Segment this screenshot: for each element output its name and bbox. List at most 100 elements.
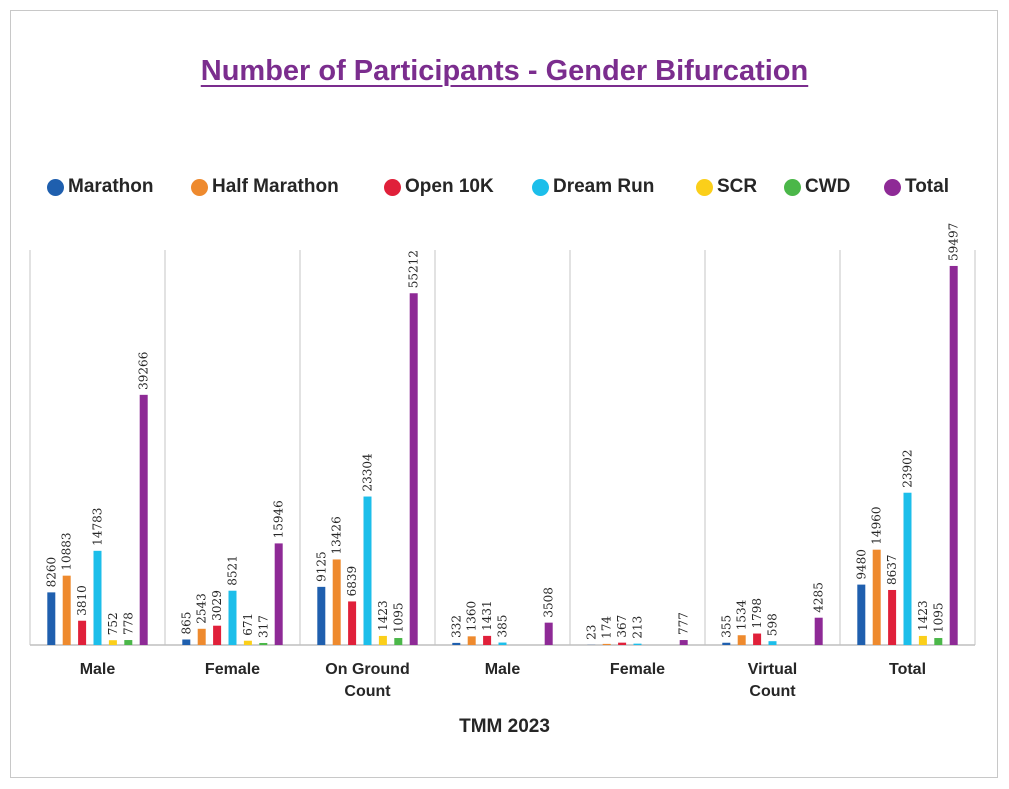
data-label: 59497 [947, 223, 961, 261]
chart-frame [10, 10, 998, 778]
x-tick-label: Male [80, 661, 116, 678]
data-label: 23 [584, 625, 598, 640]
bar [814, 617, 823, 645]
bar [108, 640, 117, 645]
data-label: 9480 [854, 549, 868, 580]
legend-swatch [784, 178, 801, 196]
data-label: 14783 [91, 508, 105, 546]
data-label: 6839 [345, 566, 359, 597]
legend-item-open-10k: Open 10K [384, 176, 494, 198]
bar [259, 642, 268, 645]
data-label: 23902 [901, 450, 915, 488]
x-tick-label: Male [485, 661, 521, 678]
x-tick-label: On Ground [325, 661, 409, 678]
legend-label: Half Marathon [212, 176, 339, 197]
data-label: 8521 [226, 555, 240, 586]
bar [124, 640, 133, 645]
data-label: 1798 [750, 598, 764, 629]
data-label: 367 [615, 615, 629, 638]
data-label: 1095 [931, 602, 945, 633]
bar [722, 642, 731, 645]
bar [197, 628, 206, 645]
data-label: 671 [241, 613, 255, 636]
data-label: 23304 [361, 453, 375, 492]
bar [918, 635, 927, 645]
bar [602, 643, 611, 645]
data-label: 14960 [870, 507, 884, 545]
bar [62, 575, 71, 645]
legend-item-marathon: Marathon [47, 176, 154, 198]
legend-swatch [696, 178, 713, 196]
bar [93, 550, 102, 645]
bar [363, 496, 372, 645]
data-label: 385 [496, 615, 510, 638]
bar [409, 293, 418, 645]
x-tick-label: Count [344, 683, 391, 700]
chart-title: Number of Participants - Gender Bifurcat… [200, 55, 809, 87]
data-label: 598 [766, 613, 780, 636]
data-label: 865 [179, 612, 193, 635]
bar [332, 559, 341, 645]
x-tick-label: Female [610, 661, 665, 678]
legend-swatch [884, 178, 901, 196]
data-label: 9125 [314, 551, 328, 582]
data-label: 3029 [210, 590, 224, 621]
legend-item-scr: SCR [696, 176, 757, 198]
legend-item-cwd: CWD [784, 176, 850, 198]
legend-item-dream-run: Dream Run [532, 176, 654, 198]
data-label: 778 [121, 612, 135, 635]
bar [633, 643, 642, 645]
data-label: 1534 [735, 599, 749, 630]
bar [243, 640, 252, 645]
bar [753, 633, 762, 645]
data-label: 317 [256, 615, 270, 638]
bar [452, 642, 461, 645]
legend-item-half-marathon: Half Marathon [191, 176, 339, 198]
data-label: 10883 [60, 532, 74, 570]
data-label: 8260 [44, 557, 58, 588]
data-label: 332 [449, 615, 463, 638]
legend-item-total: Total [884, 176, 949, 198]
data-label: 174 [600, 616, 614, 639]
bar [949, 265, 958, 645]
bar [679, 640, 688, 645]
data-label: 55212 [407, 250, 421, 288]
data-label: 1423 [376, 600, 390, 631]
legend-label: Total [905, 176, 949, 197]
bar [378, 635, 387, 645]
data-label: 777 [677, 612, 691, 635]
bar [903, 492, 912, 645]
data-label: 1095 [391, 602, 405, 633]
bar [498, 642, 507, 645]
data-label: 752 [106, 612, 120, 635]
bar [857, 584, 866, 645]
x-tick-label: Count [749, 683, 796, 700]
data-label: 13426 [330, 516, 344, 554]
bar [618, 642, 627, 645]
bar [228, 590, 237, 645]
bar [934, 638, 943, 645]
bar [317, 586, 326, 645]
bar [768, 641, 777, 645]
bar [872, 549, 881, 645]
legend-swatch [532, 178, 549, 196]
legend-label: Marathon [68, 176, 154, 197]
x-tick-label: Virtual [748, 661, 798, 678]
data-label: 1360 [465, 601, 479, 632]
bar [348, 601, 357, 645]
data-label: 3810 [75, 585, 89, 616]
data-label: 39266 [137, 352, 151, 390]
bar [182, 639, 191, 645]
legend-swatch [47, 178, 64, 196]
bar [139, 394, 148, 645]
bar [544, 622, 553, 645]
bar [483, 635, 492, 645]
data-label: 3508 [542, 587, 556, 618]
legend-label: SCR [717, 176, 758, 197]
legend-label: CWD [805, 176, 851, 197]
x-tick-label: Female [205, 661, 260, 678]
legend-label: Dream Run [553, 176, 655, 197]
data-label: 1431 [480, 600, 494, 631]
legend-swatch [384, 178, 401, 196]
